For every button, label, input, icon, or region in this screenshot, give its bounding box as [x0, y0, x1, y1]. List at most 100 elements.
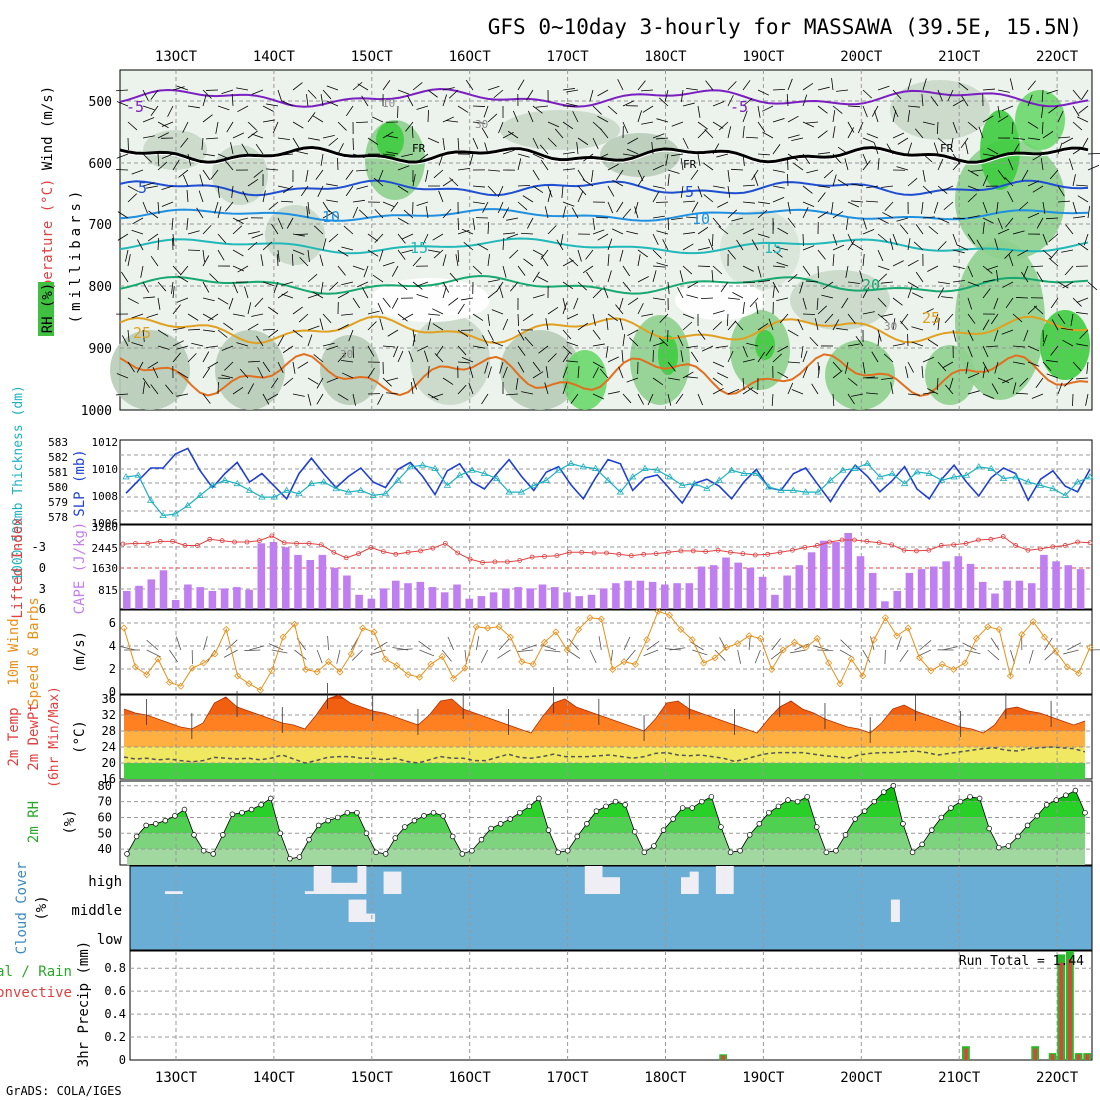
wind-barb — [877, 85, 890, 91]
wind-barb — [148, 210, 159, 219]
wind-barb — [677, 287, 684, 299]
wind-barb — [372, 274, 384, 283]
cape-bar — [1040, 554, 1048, 609]
wind-barb — [116, 373, 129, 379]
lifted-index-point — [864, 538, 870, 544]
wind-barb — [491, 309, 504, 315]
wind-barb — [937, 137, 948, 146]
wind-barb — [142, 117, 155, 123]
wind10m-barb — [692, 649, 708, 656]
temperature-contour — [119, 145, 1089, 164]
wind-barb — [517, 265, 526, 276]
wind-barb — [855, 336, 864, 347]
wind-barb — [422, 233, 429, 246]
wind-barb — [142, 281, 150, 293]
wind-barb — [652, 265, 665, 268]
wind-barb — [1041, 121, 1044, 135]
wind-barb — [187, 328, 201, 331]
wind-barb — [127, 121, 138, 131]
cloud-bar-high — [357, 866, 367, 894]
wind-barb — [262, 393, 270, 405]
wind-barb — [824, 313, 834, 324]
wind-barb — [457, 329, 469, 338]
top-date-label: 18OCT — [644, 49, 687, 65]
wind-barb — [799, 281, 804, 294]
temperature-contour — [119, 237, 1089, 255]
wind-barb — [538, 345, 549, 354]
wind-barb — [337, 292, 349, 299]
thickness-point — [727, 466, 736, 473]
cape-bar — [661, 584, 669, 609]
cloud-bar-middle — [348, 899, 358, 922]
cloud-bar-high — [322, 866, 332, 894]
cape-bar — [624, 580, 632, 609]
wind10m-speed-point — [643, 636, 651, 644]
wind-barb — [1072, 89, 1081, 100]
wind-barb — [708, 238, 714, 251]
wind-barb — [172, 159, 180, 171]
wind-barb — [341, 372, 354, 379]
cloud-bar-high — [348, 882, 358, 894]
wind-barb — [226, 121, 234, 133]
wind-barb — [982, 88, 995, 91]
rh2m-point — [411, 817, 418, 824]
lifted-index-point — [480, 560, 485, 565]
wind-barb — [517, 201, 528, 211]
wind-barb — [697, 329, 706, 340]
wind-barb — [300, 185, 309, 197]
wind-barb — [667, 393, 672, 406]
rh2m-point — [890, 783, 897, 789]
wind10m-speed-point — [756, 634, 764, 642]
wind-barb — [172, 340, 184, 347]
wind-barb — [539, 144, 549, 155]
thickness-point — [542, 476, 550, 483]
lifted-index-point — [889, 542, 895, 548]
wind-barb — [416, 293, 429, 299]
wind-barb — [911, 341, 924, 347]
wind-barb — [562, 88, 575, 91]
wind-barb — [322, 89, 332, 100]
wind-barb — [777, 227, 789, 235]
wind-barb — [797, 319, 804, 331]
wind-barb — [877, 273, 888, 283]
wind-barb — [862, 160, 871, 171]
wind-barb — [907, 142, 913, 155]
wind-barb — [345, 185, 354, 197]
wind-barb — [952, 233, 958, 246]
wind-barb — [157, 345, 170, 350]
wind-barb — [1001, 105, 1014, 112]
rh2m-point — [488, 825, 494, 832]
wind-barb — [472, 137, 479, 150]
wind-barb — [896, 166, 909, 171]
lifted-index-point — [256, 538, 262, 544]
wind-barb — [802, 83, 814, 91]
wind-barb — [532, 249, 544, 257]
contour-label: 30 — [475, 118, 488, 131]
wind10m-speed-point — [393, 662, 401, 670]
wind-barb — [191, 342, 204, 347]
lifted-index-point — [938, 543, 944, 548]
wind-barb — [862, 153, 869, 166]
wind-barb — [352, 206, 359, 219]
wind-barb — [622, 100, 635, 107]
wind-barb — [306, 206, 309, 219]
wind-barb — [1004, 249, 1014, 259]
wind-barb — [442, 94, 447, 107]
wind10m-barb — [790, 649, 806, 654]
rh2m-band — [127, 817, 1085, 834]
thickness-point — [171, 510, 180, 517]
wind-barb — [427, 249, 440, 253]
lifted-index-point — [740, 551, 746, 557]
cape-bar — [978, 581, 987, 609]
wind-barb — [457, 167, 470, 171]
wind-barb — [952, 217, 966, 219]
thickness-point — [764, 483, 773, 490]
wind-barb — [423, 350, 429, 363]
wind-barb — [732, 292, 744, 299]
cape-bar — [795, 565, 804, 609]
rh2m-point — [354, 809, 360, 816]
thickness-point — [270, 493, 279, 500]
thickness-point — [567, 459, 575, 466]
lifted-index-point — [418, 548, 423, 554]
wind-barb — [251, 89, 264, 95]
